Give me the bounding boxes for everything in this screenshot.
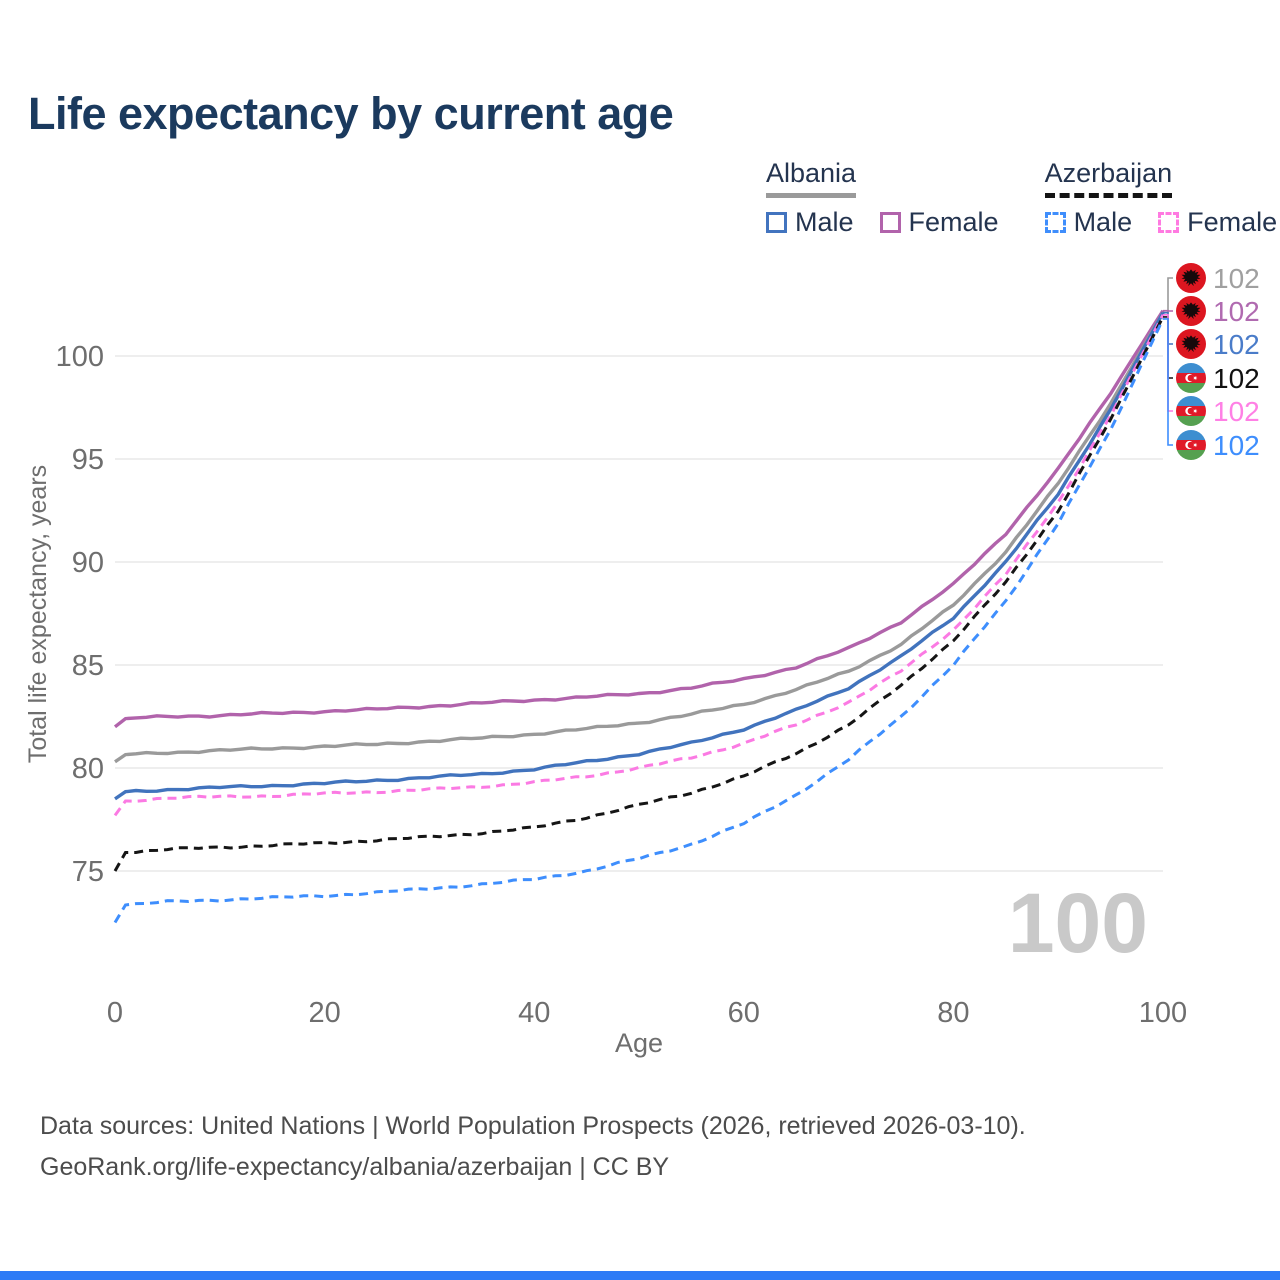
series-albania-female[interactable] — [113, 309, 1165, 729]
footer: Data sources: United Nations | World Pop… — [40, 1106, 1026, 1188]
y-tick-label: 100 — [56, 341, 104, 373]
legend-title-albania[interactable]: Albania — [766, 158, 857, 198]
data-sources-text: Data sources: United Nations | World Pop… — [40, 1112, 1026, 1140]
end-value-label: 102 — [1213, 329, 1260, 360]
end-value-label: 102 — [1213, 263, 1260, 294]
azerbaijan-female-swatch-icon — [1158, 212, 1180, 233]
y-axis-title: Total life expectancy, years — [24, 465, 52, 763]
legend-item-azerbaijan-female[interactable]: Female — [1158, 207, 1277, 238]
x-tick-label: 80 — [937, 997, 969, 1029]
legend-group-albania: Albania Male Female — [766, 158, 999, 238]
y-tick-label: 95 — [72, 444, 104, 476]
end-label-connector — [1163, 318, 1173, 446]
azerbaijan-flag-icon — [1176, 363, 1206, 393]
x-tick-label: 40 — [518, 997, 550, 1029]
series-albania-total[interactable] — [114, 311, 1165, 764]
end-value-label: 102 — [1213, 296, 1260, 327]
azerbaijan-male-swatch-icon — [1044, 212, 1066, 233]
age-indicator-watermark: 100 — [1008, 876, 1148, 970]
y-tick-label: 80 — [72, 753, 104, 785]
legend-label: Male — [795, 207, 854, 237]
albania-male-swatch-icon — [766, 212, 787, 233]
legend-label: Female — [1187, 207, 1278, 237]
albania-flag-icon — [1176, 329, 1206, 359]
albania-flag-icon — [1176, 296, 1206, 326]
legend-group-azerbaijan: Azerbaijan Male Female — [1044, 158, 1277, 238]
end-value-label: 102 — [1213, 430, 1260, 461]
legend-item-albania-female[interactable]: Female — [879, 207, 999, 238]
azerbaijan-flag-icon — [1176, 396, 1206, 426]
albania-female-swatch-icon — [879, 212, 901, 233]
x-tick-label: 0 — [107, 997, 123, 1029]
legend-label: Male — [1073, 207, 1133, 237]
y-tick-label: 85 — [72, 650, 104, 682]
series-azerbaijan-total[interactable] — [113, 316, 1165, 872]
x-tick-label: 60 — [728, 997, 760, 1029]
x-axis-title: Age — [615, 1028, 663, 1058]
end-label-connector — [1163, 277, 1173, 314]
legend-title-azerbaijan[interactable]: Azerbaijan — [1044, 158, 1173, 198]
albania-flag-icon — [1176, 263, 1206, 293]
attribution-text: GeoRank.org/life-expectancy/albania/azer… — [40, 1153, 670, 1181]
series-albania-male[interactable] — [114, 311, 1165, 801]
end-value-label: 102 — [1213, 396, 1260, 427]
legend: Albania Male Female Azerbaijan Male — [766, 158, 1277, 238]
series-azerbaijan-male[interactable] — [113, 318, 1165, 924]
end-value-label: 102 — [1213, 363, 1260, 394]
legend-item-azerbaijan-male[interactable]: Male — [1044, 207, 1133, 238]
legend-item-albania-male[interactable]: Male — [766, 207, 854, 238]
page-title: Life expectancy by current age — [28, 88, 674, 139]
azerbaijan-flag-icon — [1176, 430, 1206, 460]
accent-bar — [0, 1271, 1280, 1280]
y-tick-label: 75 — [72, 856, 104, 888]
legend-label: Female — [908, 207, 999, 237]
x-tick-label: 100 — [1139, 997, 1187, 1029]
y-tick-label: 90 — [72, 547, 104, 579]
x-tick-label: 20 — [308, 997, 340, 1029]
series-azerbaijan-female[interactable] — [113, 314, 1165, 817]
